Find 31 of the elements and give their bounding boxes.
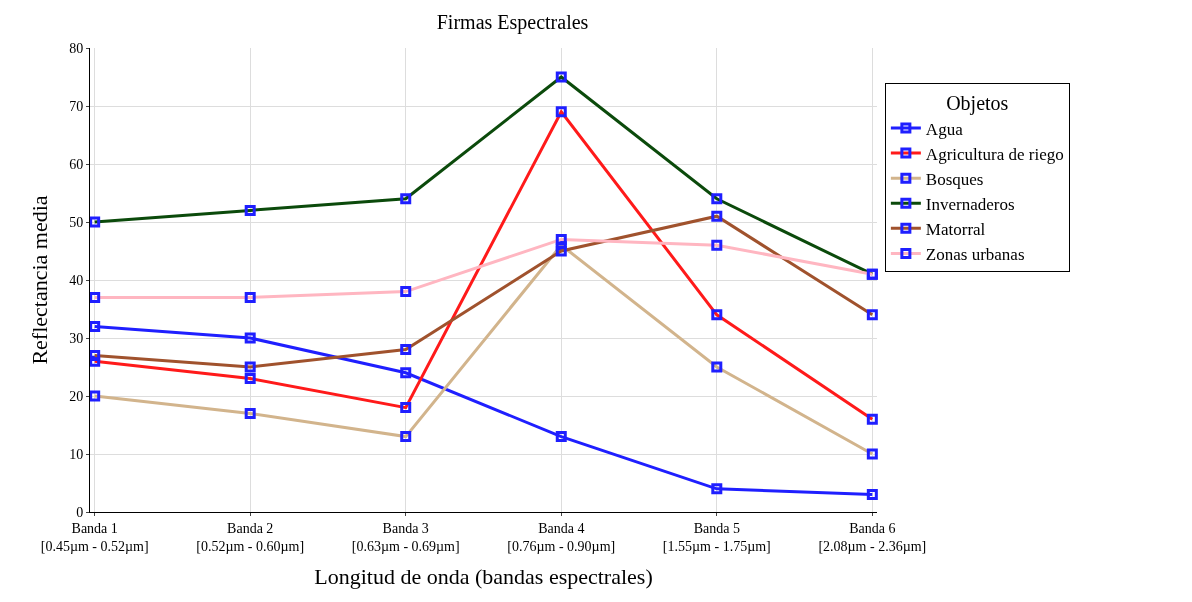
y-axis-title: Reflectancia media [27, 195, 52, 365]
legend-label: Agricultura de riego [925, 144, 1064, 164]
legend-title: Objetos [946, 92, 1009, 116]
point [866, 489, 878, 501]
x-tick-label: Banda 5 [1.55µm - 1.75µm] [662, 520, 771, 554]
y-tick-label: 40 [69, 272, 84, 288]
x-tick-label: Banda 1 [0.45µm - 0.52µm] [40, 520, 149, 554]
point [711, 483, 723, 495]
legend-label: Zonas urbanas [925, 245, 1025, 265]
point [400, 367, 412, 379]
chart-title: Firmas Espectrales [436, 11, 589, 35]
point [244, 332, 256, 344]
x-tick-label: Banda 4 [0.76µm - 0.90µm] [507, 520, 616, 554]
point [555, 431, 567, 443]
legend-label: Invernaderos [925, 194, 1015, 214]
y-tick-label: 60 [69, 156, 84, 172]
y-tick-label: 20 [69, 388, 84, 404]
y-tick-label: 50 [69, 214, 84, 230]
x-tick-label: Banda 6 [2.08µm - 2.36µm] [818, 520, 927, 554]
legend-label: Agua [925, 119, 964, 139]
y-tick-label: 10 [69, 446, 84, 462]
x-tick-label: Banda 2 [0.52µm - 0.60µm] [196, 520, 305, 554]
legend-label: Matorral [925, 220, 986, 239]
y-tick-label: 70 [69, 98, 84, 114]
point [89, 320, 101, 332]
y-tick-label: 0 [76, 504, 84, 520]
legend-label: Bosques [925, 169, 984, 189]
y-tick-label: 80 [69, 40, 84, 56]
x-tick-label: Banda 3 [0.63µm - 0.69µm] [351, 520, 460, 554]
x-axis-title: Longitud de onda (bandas espectrales) [314, 563, 653, 589]
y-tick-label: 30 [69, 330, 84, 346]
